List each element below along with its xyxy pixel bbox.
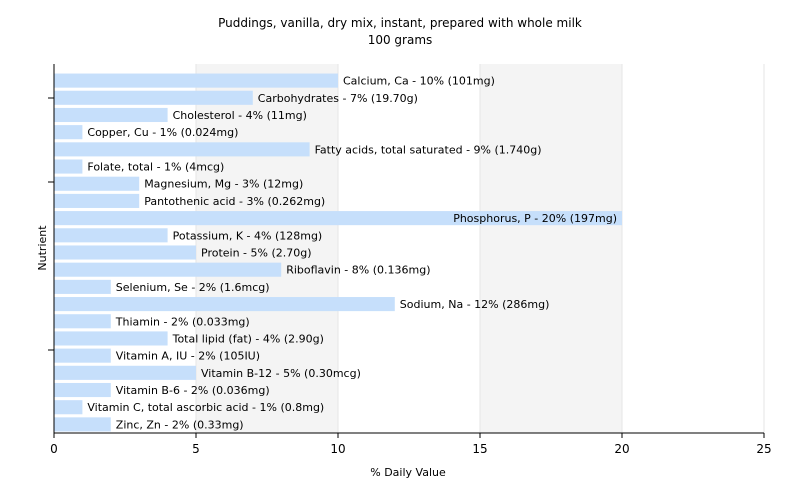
bar-label: Thiamin - 2% (0.033mg) — [115, 315, 250, 328]
x-tick-label: 5 — [192, 442, 200, 456]
bar — [54, 159, 83, 174]
bar — [54, 90, 253, 105]
bar — [54, 297, 395, 312]
bar-label: Vitamin B-6 - 2% (0.036mg) — [116, 384, 270, 397]
bar — [54, 245, 196, 260]
bar-label: Carbohydrates - 7% (19.70g) — [258, 92, 418, 105]
background-band — [338, 64, 480, 433]
bar-label: Protein - 5% (2.70g) — [201, 247, 312, 260]
bar-label: Vitamin C, total ascorbic acid - 1% (0.8… — [87, 401, 324, 414]
background-band — [622, 64, 764, 433]
x-tick-label: 20 — [614, 442, 629, 456]
bar — [54, 365, 196, 380]
bar-label: Magnesium, Mg - 3% (12mg) — [144, 178, 303, 191]
bar-label: Fatty acids, total saturated - 9% (1.740… — [315, 143, 542, 156]
bar — [54, 107, 168, 123]
bar — [54, 193, 140, 208]
x-tick-label: 15 — [472, 442, 487, 456]
x-tick-label: 10 — [330, 442, 345, 456]
bar — [54, 211, 622, 226]
bar — [54, 73, 338, 88]
bar-label: Cholesterol - 4% (11mg) — [173, 109, 307, 122]
bar-label: Total lipid (fat) - 4% (2.90g) — [172, 332, 324, 345]
bar — [54, 314, 111, 329]
bar — [54, 228, 168, 243]
bar — [54, 125, 83, 140]
bar-label: Vitamin B-12 - 5% (0.30mcg) — [201, 367, 361, 380]
x-ticks: 0 5 10 15 20 25 — [50, 433, 772, 456]
x-tick-label: 0 — [50, 442, 58, 456]
bar-label: Potassium, K - 4% (128mg) — [173, 229, 323, 242]
bar-label: Copper, Cu - 1% (0.024mg) — [87, 126, 238, 139]
bar — [54, 279, 111, 294]
bar-label: Phosphorus, P - 20% (197mg) — [453, 212, 617, 225]
bar — [54, 176, 140, 191]
bar-label: Calcium, Ca - 10% (101mg) — [343, 75, 495, 88]
bar — [54, 348, 111, 363]
bar — [54, 400, 83, 415]
y-axis-label: Nutrient — [36, 225, 49, 271]
bar-label: Selenium, Se - 2% (1.6mcg) — [116, 281, 270, 294]
bar-label: Zinc, Zn - 2% (0.33mg) — [116, 418, 244, 431]
bar — [54, 262, 282, 277]
bar — [54, 331, 168, 346]
background-band — [480, 64, 622, 433]
bar — [54, 382, 111, 398]
background-band — [196, 64, 338, 433]
y-ticks — [48, 97, 54, 351]
axes — [53, 64, 764, 434]
bars: Calcium, Ca - 10% (101mg) Carbohydrates -… — [54, 73, 622, 432]
bar-label: Riboflavin - 8% (0.136mg) — [286, 264, 430, 277]
x-axis-label: % Daily Value — [370, 466, 446, 479]
chart-subtitle: 100 grams — [368, 33, 433, 47]
bar-label: Pantothenic acid - 3% (0.262mg) — [144, 195, 325, 208]
bar-label: Sodium, Na - 12% (286mg) — [400, 298, 550, 311]
background-bands — [54, 64, 764, 433]
chart-title: Puddings, vanilla, dry mix, instant, pre… — [218, 16, 582, 30]
bar-label: Vitamin A, IU - 2% (105IU) — [116, 350, 260, 363]
bar — [54, 142, 310, 157]
bar — [54, 417, 111, 432]
bar-label: Folate, total - 1% (4mcg) — [87, 161, 224, 174]
x-tick-label: 25 — [756, 442, 771, 456]
